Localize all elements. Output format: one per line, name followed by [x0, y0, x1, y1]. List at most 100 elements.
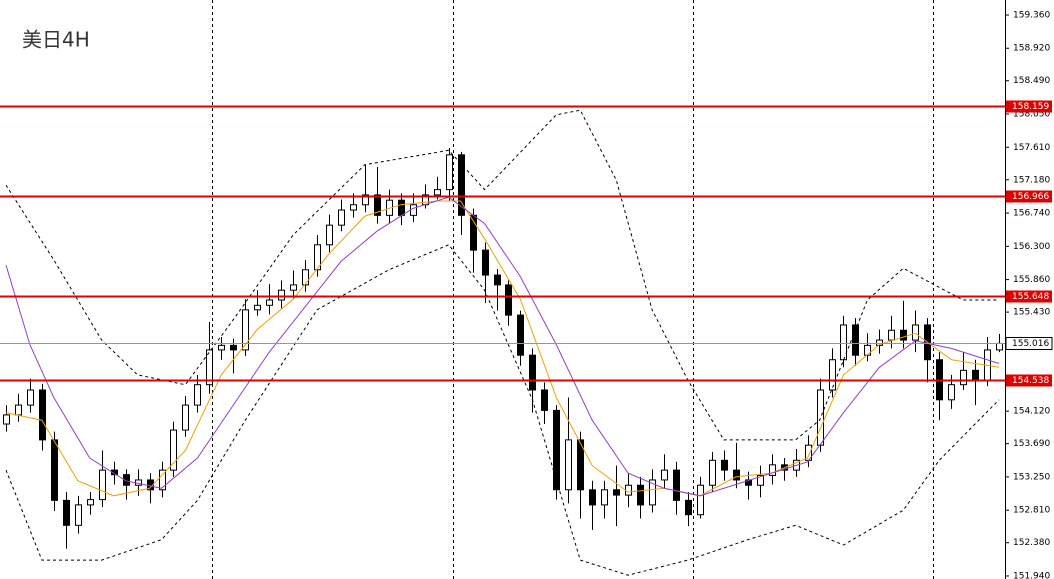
candle-body	[685, 499, 692, 516]
candle-body	[170, 429, 177, 471]
y-tick-label: 156.740	[1013, 209, 1050, 219]
candle-body	[374, 194, 381, 216]
y-tick-label: 158.920	[1013, 44, 1050, 54]
level-label: 158.159	[1012, 102, 1049, 112]
y-tick-label: 155.860	[1013, 275, 1050, 285]
candle-body	[505, 284, 512, 316]
candle-body	[326, 224, 333, 246]
candle-body	[15, 404, 22, 416]
y-tick-label: 158.050	[1013, 110, 1050, 120]
y-tick-label: 152.810	[1013, 506, 1050, 516]
candle-body	[721, 459, 728, 471]
candle-body	[733, 469, 740, 481]
candle-body	[852, 324, 859, 356]
current-price-label: 155.016	[1012, 339, 1049, 349]
moving-average	[5, 196, 1000, 497]
candle-body	[398, 199, 405, 216]
candle-body	[266, 299, 273, 306]
candle-body	[87, 499, 94, 506]
candle-body	[996, 342, 1003, 351]
candle-body	[829, 359, 836, 391]
candle-body	[482, 249, 489, 276]
candle-body	[960, 369, 967, 386]
y-tick-label: 153.250	[1013, 472, 1050, 482]
candle-body	[350, 204, 357, 211]
y-tick-label: 158.490	[1013, 76, 1050, 86]
y-tick-label: 155.430	[1013, 308, 1050, 318]
moving-average	[5, 200, 1000, 497]
candle-body	[649, 479, 656, 506]
y-tick-label: 154.120	[1013, 407, 1050, 417]
candle-body	[661, 469, 668, 481]
chart-title: 美日4H	[22, 28, 90, 52]
level-label: 154.538	[1012, 376, 1049, 386]
candle-body	[876, 339, 883, 346]
candle-body	[27, 389, 34, 406]
candle-body	[39, 389, 46, 441]
candle-body	[278, 289, 285, 301]
candle-body	[817, 389, 824, 446]
candle-body	[230, 344, 237, 351]
candle-body	[362, 194, 369, 206]
level-box	[1006, 290, 1052, 303]
candle-body	[769, 464, 776, 476]
candle-body	[494, 274, 501, 286]
y-tick-label: 157.180	[1013, 175, 1050, 185]
candle-body	[290, 284, 297, 291]
candle-body	[948, 384, 955, 401]
candle-body	[589, 489, 596, 506]
band-line	[5, 244, 1000, 576]
candle-body	[410, 204, 417, 216]
candle-body	[888, 329, 895, 341]
candle-body	[63, 499, 70, 526]
candle-body	[242, 309, 249, 351]
candle-body	[697, 484, 704, 516]
candle-body	[613, 489, 620, 496]
level-label: 155.648	[1012, 292, 1049, 302]
candle-body	[434, 189, 441, 196]
candle-body	[458, 154, 465, 216]
candle-body	[194, 384, 201, 406]
y-tick-label: 157.610	[1013, 143, 1050, 153]
candle-body	[673, 469, 680, 501]
candle-body	[577, 439, 584, 491]
y-tick-label: 152.380	[1013, 538, 1050, 548]
candle-body	[565, 439, 572, 491]
candle-body	[840, 324, 847, 361]
candle-body	[529, 354, 536, 391]
candle-body	[254, 304, 261, 311]
level-box	[1006, 190, 1052, 203]
current-price-box	[1005, 337, 1053, 350]
candle-body	[864, 344, 871, 356]
candle-body	[75, 504, 82, 526]
candle-body	[912, 324, 919, 341]
candle-body	[709, 459, 716, 486]
level-box	[1006, 100, 1052, 113]
session-separators	[212, 0, 934, 579]
candle-body	[338, 209, 345, 226]
level-label: 156.966	[1012, 192, 1049, 202]
candle-body	[601, 489, 608, 506]
candle-body	[3, 414, 10, 425]
level-box	[1006, 374, 1052, 387]
y-tick-label: 156.300	[1013, 242, 1050, 252]
y-tick-label: 153.690	[1013, 439, 1050, 449]
candle-body	[972, 369, 979, 381]
candle-body	[900, 329, 907, 341]
candle-body	[541, 389, 548, 411]
candle-body	[159, 469, 166, 491]
candle-body	[182, 404, 189, 431]
y-tick-label: 151.940	[1013, 571, 1050, 579]
candle-body	[302, 269, 309, 286]
y-tick-label: 159.360	[1013, 10, 1050, 20]
candle-body	[314, 244, 321, 271]
candle-body	[553, 409, 560, 491]
candle-body	[218, 344, 225, 351]
candle-body	[206, 349, 213, 386]
candle-body	[757, 474, 764, 486]
candle-body	[111, 469, 118, 476]
candle-body	[517, 314, 524, 356]
candle-body	[446, 154, 453, 191]
candle-body	[625, 484, 632, 496]
